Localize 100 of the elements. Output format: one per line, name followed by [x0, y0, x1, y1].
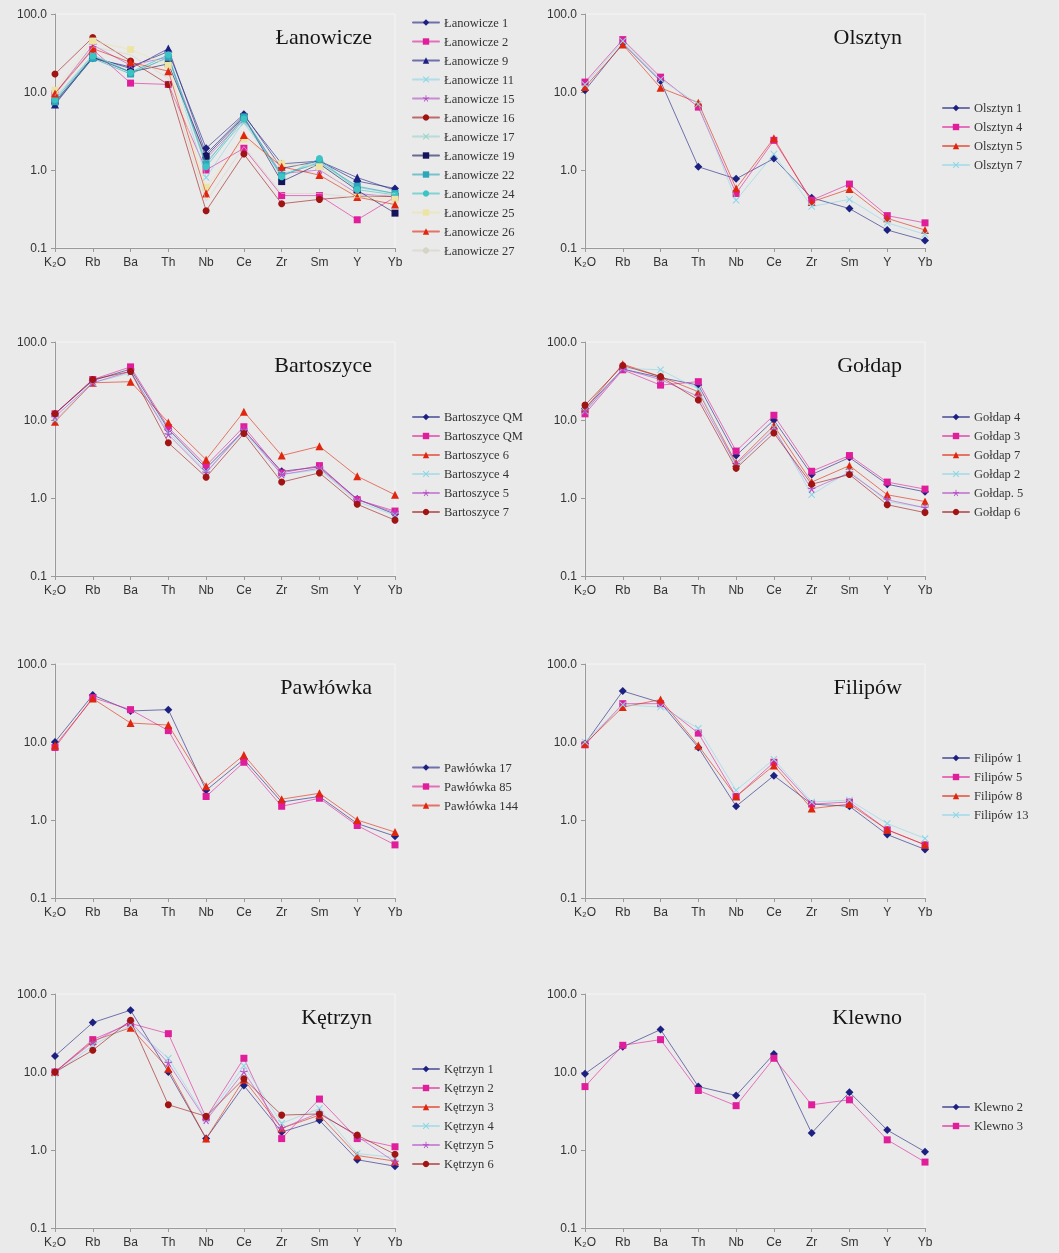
x-tick-label: K₂O: [44, 583, 66, 597]
x-tick-label: K₂O: [574, 1235, 596, 1249]
x-tick-label: Nb: [198, 1235, 215, 1249]
x-tick-label: Zr: [276, 255, 288, 269]
x-tick-label: Nb: [728, 905, 745, 919]
x-tick-label: Y: [883, 1235, 892, 1249]
x-tick-label: Zr: [806, 905, 818, 919]
y-tick-label: 100.0: [16, 987, 48, 1001]
x-tick-label: Yb: [917, 1235, 933, 1249]
x-tick-label: Y: [883, 255, 892, 269]
legend-label: Pawłówka 144: [444, 798, 519, 813]
x-tick-label: K₂O: [44, 905, 66, 919]
y-tick-label: 1.0: [30, 491, 48, 505]
legend-label: Klewno 3: [974, 1119, 1023, 1133]
y-tick-label: 1.0: [30, 163, 48, 177]
x-tick-label: Sm: [840, 583, 859, 597]
legend-label: Gołdap 3: [974, 429, 1021, 443]
x-tick-label: Rb: [85, 905, 101, 919]
x-tick-label: Y: [353, 1235, 362, 1249]
x-tick-label: Rb: [615, 255, 631, 269]
y-tick-label: 0.1: [30, 569, 48, 583]
legend-label: Łanowicze 1: [444, 15, 509, 30]
y-tick-label: 1.0: [30, 813, 48, 827]
y-tick-label: 10.0: [553, 85, 578, 99]
legend-label: Pawłówka 17: [444, 760, 512, 775]
legend-label: Gołdap 2: [974, 467, 1021, 481]
x-tick-label: Rb: [85, 255, 101, 269]
x-tick-label: Th: [691, 905, 706, 919]
legend-label: Filipów 13: [974, 808, 1029, 822]
x-tick-label: Nb: [728, 255, 745, 269]
y-tick-label: 1.0: [560, 163, 578, 177]
x-tick-label: Nb: [198, 905, 215, 919]
x-tick-label: Ba: [653, 583, 669, 597]
x-tick-label: Nb: [198, 255, 215, 269]
x-tick-label: Sm: [310, 255, 329, 269]
x-tick-label: Th: [691, 1235, 706, 1249]
y-tick-label: 1.0: [560, 1143, 578, 1157]
x-tick-label: Sm: [840, 1235, 859, 1249]
legend-label: Gołdap 7: [974, 448, 1021, 462]
x-tick-label: Yb: [917, 583, 933, 597]
x-tick-label: Y: [353, 905, 362, 919]
x-tick-label: Ce: [236, 583, 252, 597]
legend-label: Kętrzyn 4: [444, 1119, 495, 1133]
y-tick-label: 100.0: [546, 335, 578, 349]
x-tick-label: Ba: [123, 583, 139, 597]
x-tick-label: Rb: [85, 583, 101, 597]
y-tick-label: 10.0: [23, 85, 48, 99]
legend-label: Kętrzyn 3: [444, 1100, 494, 1114]
x-tick-label: Ba: [123, 255, 139, 269]
x-tick-label: Y: [883, 583, 892, 597]
x-tick-label: Ba: [123, 1235, 139, 1249]
chart-title: Gołdap: [837, 351, 902, 377]
legend-label: Bartoszyce 6: [444, 448, 509, 462]
legend-label: Łanowicze 2: [444, 34, 509, 49]
legend-label: Łanowicze 17: [444, 129, 515, 144]
x-tick-label: Sm: [310, 1235, 329, 1249]
y-tick-label: 10.0: [553, 735, 578, 749]
legend-label: Łanowicze 27: [444, 243, 515, 258]
y-tick-label: 1.0: [30, 1143, 48, 1157]
x-tick-label: Th: [691, 583, 706, 597]
legend-label: Kętrzyn 1: [444, 1062, 494, 1076]
x-tick-label: Nb: [198, 583, 215, 597]
x-tick-label: Ce: [766, 1235, 782, 1249]
x-tick-label: Zr: [276, 905, 288, 919]
legend-label: Gołdap 4: [974, 410, 1021, 424]
x-tick-label: Ce: [766, 905, 782, 919]
x-tick-label: Rb: [615, 1235, 631, 1249]
legend-label: Gołdap 6: [974, 505, 1021, 519]
y-tick-label: 10.0: [23, 735, 48, 749]
legend-label: Łanowicze 11: [444, 72, 514, 87]
x-tick-label: Ba: [653, 255, 669, 269]
x-tick-label: Th: [161, 583, 176, 597]
chart-title: Klewno: [832, 1003, 902, 1029]
x-tick-label: Rb: [615, 583, 631, 597]
x-tick-label: Zr: [806, 255, 818, 269]
x-tick-label: Ce: [236, 255, 252, 269]
legend-label: Gołdap. 5: [974, 486, 1024, 500]
legend-label: Łanowicze 9: [444, 53, 509, 68]
legend-label: Bartoszyce 5: [444, 486, 509, 500]
x-tick-label: K₂O: [44, 1235, 66, 1249]
x-tick-label: Y: [353, 255, 362, 269]
legend-label: Bartoszyce QM: [444, 410, 523, 424]
x-tick-label: K₂O: [44, 255, 66, 269]
y-tick-label: 0.1: [560, 569, 578, 583]
y-tick-label: 1.0: [560, 491, 578, 505]
legend-label: Łanowicze 15: [444, 91, 515, 106]
y-tick-label: 10.0: [553, 1065, 578, 1079]
x-tick-label: Th: [161, 905, 176, 919]
x-tick-label: Yb: [917, 905, 933, 919]
x-tick-label: K₂O: [574, 905, 596, 919]
y-tick-label: 100.0: [16, 657, 48, 671]
x-tick-label: Y: [883, 905, 892, 919]
x-tick-label: Sm: [310, 583, 329, 597]
x-tick-label: Y: [353, 583, 362, 597]
y-tick-label: 0.1: [30, 891, 48, 905]
legend-label: Olsztyn 4: [974, 120, 1024, 134]
x-tick-label: Ce: [766, 583, 782, 597]
x-tick-label: Rb: [615, 905, 631, 919]
legend-label: Łanowicze 19: [444, 148, 515, 163]
legend-label: Bartoszyce 4: [444, 467, 510, 481]
